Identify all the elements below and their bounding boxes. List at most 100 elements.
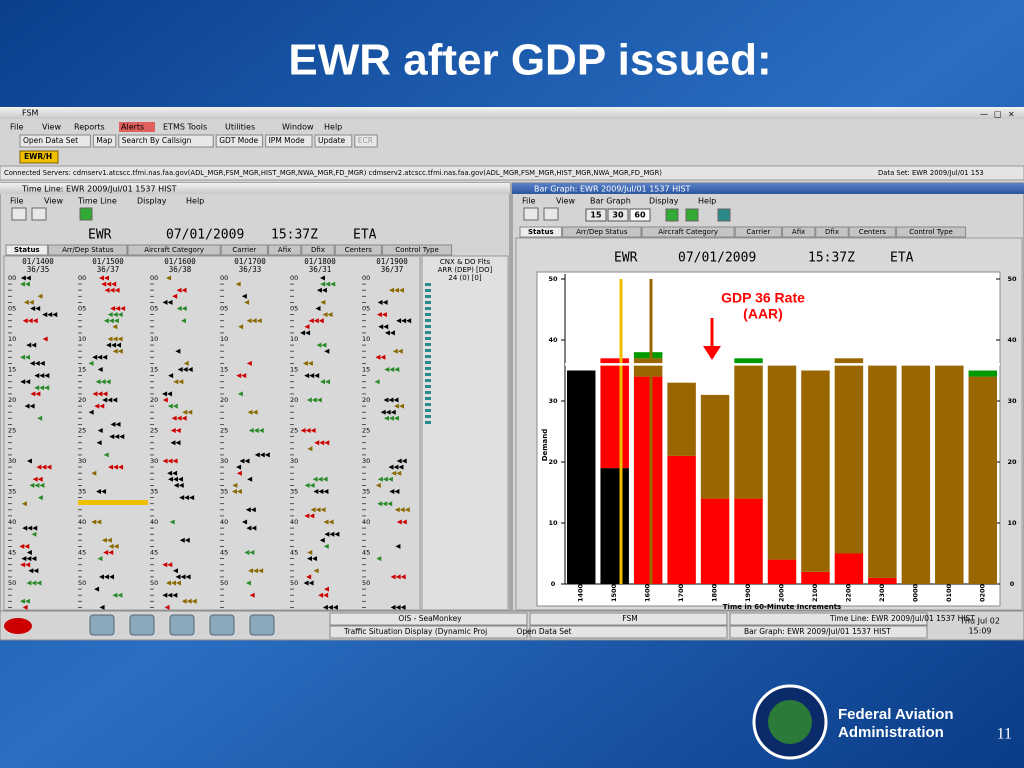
flight-icon[interactable] bbox=[394, 507, 400, 513]
flight-icon[interactable] bbox=[39, 360, 45, 366]
flight-icon[interactable] bbox=[314, 373, 320, 379]
flight-icon[interactable] bbox=[399, 403, 405, 409]
flight-icon[interactable] bbox=[162, 397, 168, 403]
flight-icon[interactable] bbox=[99, 604, 105, 610]
flight-icon[interactable] bbox=[37, 293, 43, 299]
flight-icon[interactable] bbox=[170, 428, 176, 433]
flight-icon[interactable] bbox=[31, 342, 37, 348]
flight-icon[interactable] bbox=[112, 324, 118, 330]
flight-icon[interactable] bbox=[319, 440, 325, 446]
flight-icon[interactable] bbox=[106, 342, 112, 348]
flight-icon[interactable] bbox=[103, 275, 109, 281]
flight-icon[interactable] bbox=[324, 348, 330, 354]
icon-button[interactable] bbox=[543, 207, 559, 221]
flight-icon[interactable] bbox=[305, 428, 311, 433]
menu-item[interactable]: Help bbox=[324, 123, 342, 132]
flight-icon[interactable] bbox=[317, 476, 323, 482]
flight-icon[interactable] bbox=[186, 598, 192, 604]
flight-icon[interactable] bbox=[176, 580, 182, 586]
flight-icon[interactable] bbox=[187, 367, 193, 372]
menu-item[interactable]: ETMS Tools bbox=[163, 123, 207, 132]
toolbar-button[interactable] bbox=[118, 134, 214, 148]
flight-icon[interactable] bbox=[181, 306, 187, 311]
flight-icon[interactable] bbox=[253, 428, 259, 433]
flight-icon[interactable] bbox=[395, 574, 401, 580]
interval-label[interactable]: 60 bbox=[634, 211, 646, 220]
toolbar-label[interactable]: IPM Mode bbox=[269, 136, 305, 145]
flight-icon[interactable] bbox=[318, 592, 324, 598]
flight-icon[interactable] bbox=[246, 318, 252, 324]
cancelled-flight[interactable] bbox=[425, 289, 431, 292]
flight-icon[interactable] bbox=[239, 458, 245, 464]
flight-icon[interactable] bbox=[396, 318, 402, 324]
flight-icon[interactable] bbox=[111, 281, 117, 287]
flight-icon[interactable] bbox=[34, 385, 40, 391]
flight-icon[interactable] bbox=[176, 287, 182, 293]
tab-label[interactable]: Dfix bbox=[311, 246, 325, 254]
flight-icon[interactable] bbox=[91, 470, 97, 476]
flight-icon[interactable] bbox=[96, 519, 102, 525]
flight-icon[interactable] bbox=[304, 373, 310, 379]
cancelled-flight[interactable] bbox=[425, 367, 431, 370]
flight-icon[interactable] bbox=[332, 604, 338, 610]
flight-icon[interactable] bbox=[101, 489, 107, 494]
flight-icon[interactable] bbox=[384, 367, 390, 372]
flight-icon[interactable] bbox=[187, 409, 193, 415]
flight-icon[interactable] bbox=[114, 434, 120, 440]
flight-icon[interactable] bbox=[97, 428, 103, 433]
task-button[interactable] bbox=[529, 625, 728, 639]
flight-icon[interactable] bbox=[107, 312, 113, 318]
toolbar-label[interactable]: Search By Callsign bbox=[122, 136, 192, 145]
flight-icon[interactable] bbox=[171, 415, 177, 421]
flight-icon[interactable] bbox=[31, 556, 37, 562]
flight-icon[interactable] bbox=[236, 464, 242, 470]
flight-icon[interactable] bbox=[97, 556, 103, 562]
flight-icon[interactable] bbox=[25, 275, 31, 281]
flight-icon[interactable] bbox=[330, 281, 336, 287]
toolbar-label[interactable]: Open Data Set bbox=[23, 136, 78, 145]
flight-icon[interactable] bbox=[398, 287, 404, 293]
flight-icon[interactable] bbox=[166, 275, 172, 281]
flight-icon[interactable] bbox=[26, 580, 32, 586]
cancelled-flight[interactable] bbox=[425, 331, 431, 334]
flight-icon[interactable] bbox=[47, 312, 53, 318]
flight-icon[interactable] bbox=[308, 580, 314, 586]
interval-button[interactable] bbox=[585, 208, 607, 222]
cancelled-flight[interactable] bbox=[425, 355, 431, 358]
flight-icon[interactable] bbox=[162, 592, 168, 598]
flight-icon[interactable] bbox=[328, 519, 334, 525]
cancelled-flight[interactable] bbox=[425, 349, 431, 352]
cancelled-flight[interactable] bbox=[425, 325, 431, 328]
flight-icon[interactable] bbox=[314, 440, 320, 446]
tab[interactable] bbox=[562, 226, 642, 238]
flight-icon[interactable] bbox=[33, 568, 39, 574]
tab[interactable] bbox=[48, 244, 128, 256]
airport-tab[interactable] bbox=[19, 150, 59, 164]
tab[interactable] bbox=[127, 244, 221, 256]
launcher-icon[interactable] bbox=[129, 614, 155, 636]
flight-icon[interactable] bbox=[307, 360, 313, 366]
flight-icon[interactable] bbox=[395, 543, 401, 549]
window-control[interactable]: × bbox=[1008, 110, 1015, 119]
flight-icon[interactable] bbox=[24, 281, 30, 287]
flight-icon[interactable] bbox=[26, 556, 32, 562]
flight-icon[interactable] bbox=[162, 458, 168, 464]
menu-item[interactable]: File bbox=[10, 197, 23, 206]
flight-icon[interactable] bbox=[113, 543, 119, 549]
flight-icon[interactable] bbox=[316, 342, 322, 348]
flight-icon[interactable] bbox=[173, 482, 179, 488]
flight-icon[interactable] bbox=[24, 598, 30, 604]
toolbar-button[interactable] bbox=[314, 134, 353, 148]
flight-icon[interactable] bbox=[249, 592, 255, 598]
flight-icon[interactable] bbox=[24, 543, 30, 549]
flight-icon[interactable] bbox=[324, 440, 330, 446]
flight-icon[interactable] bbox=[162, 562, 168, 568]
flight-icon[interactable] bbox=[244, 550, 250, 555]
flight-icon[interactable] bbox=[393, 464, 399, 470]
flight-icon[interactable] bbox=[384, 330, 390, 336]
flight-icon[interactable] bbox=[304, 324, 310, 330]
flight-icon[interactable] bbox=[34, 373, 40, 379]
cancelled-flight[interactable] bbox=[425, 313, 431, 316]
tab-label[interactable]: Carrier bbox=[746, 228, 770, 236]
flight-icon[interactable] bbox=[110, 421, 116, 427]
